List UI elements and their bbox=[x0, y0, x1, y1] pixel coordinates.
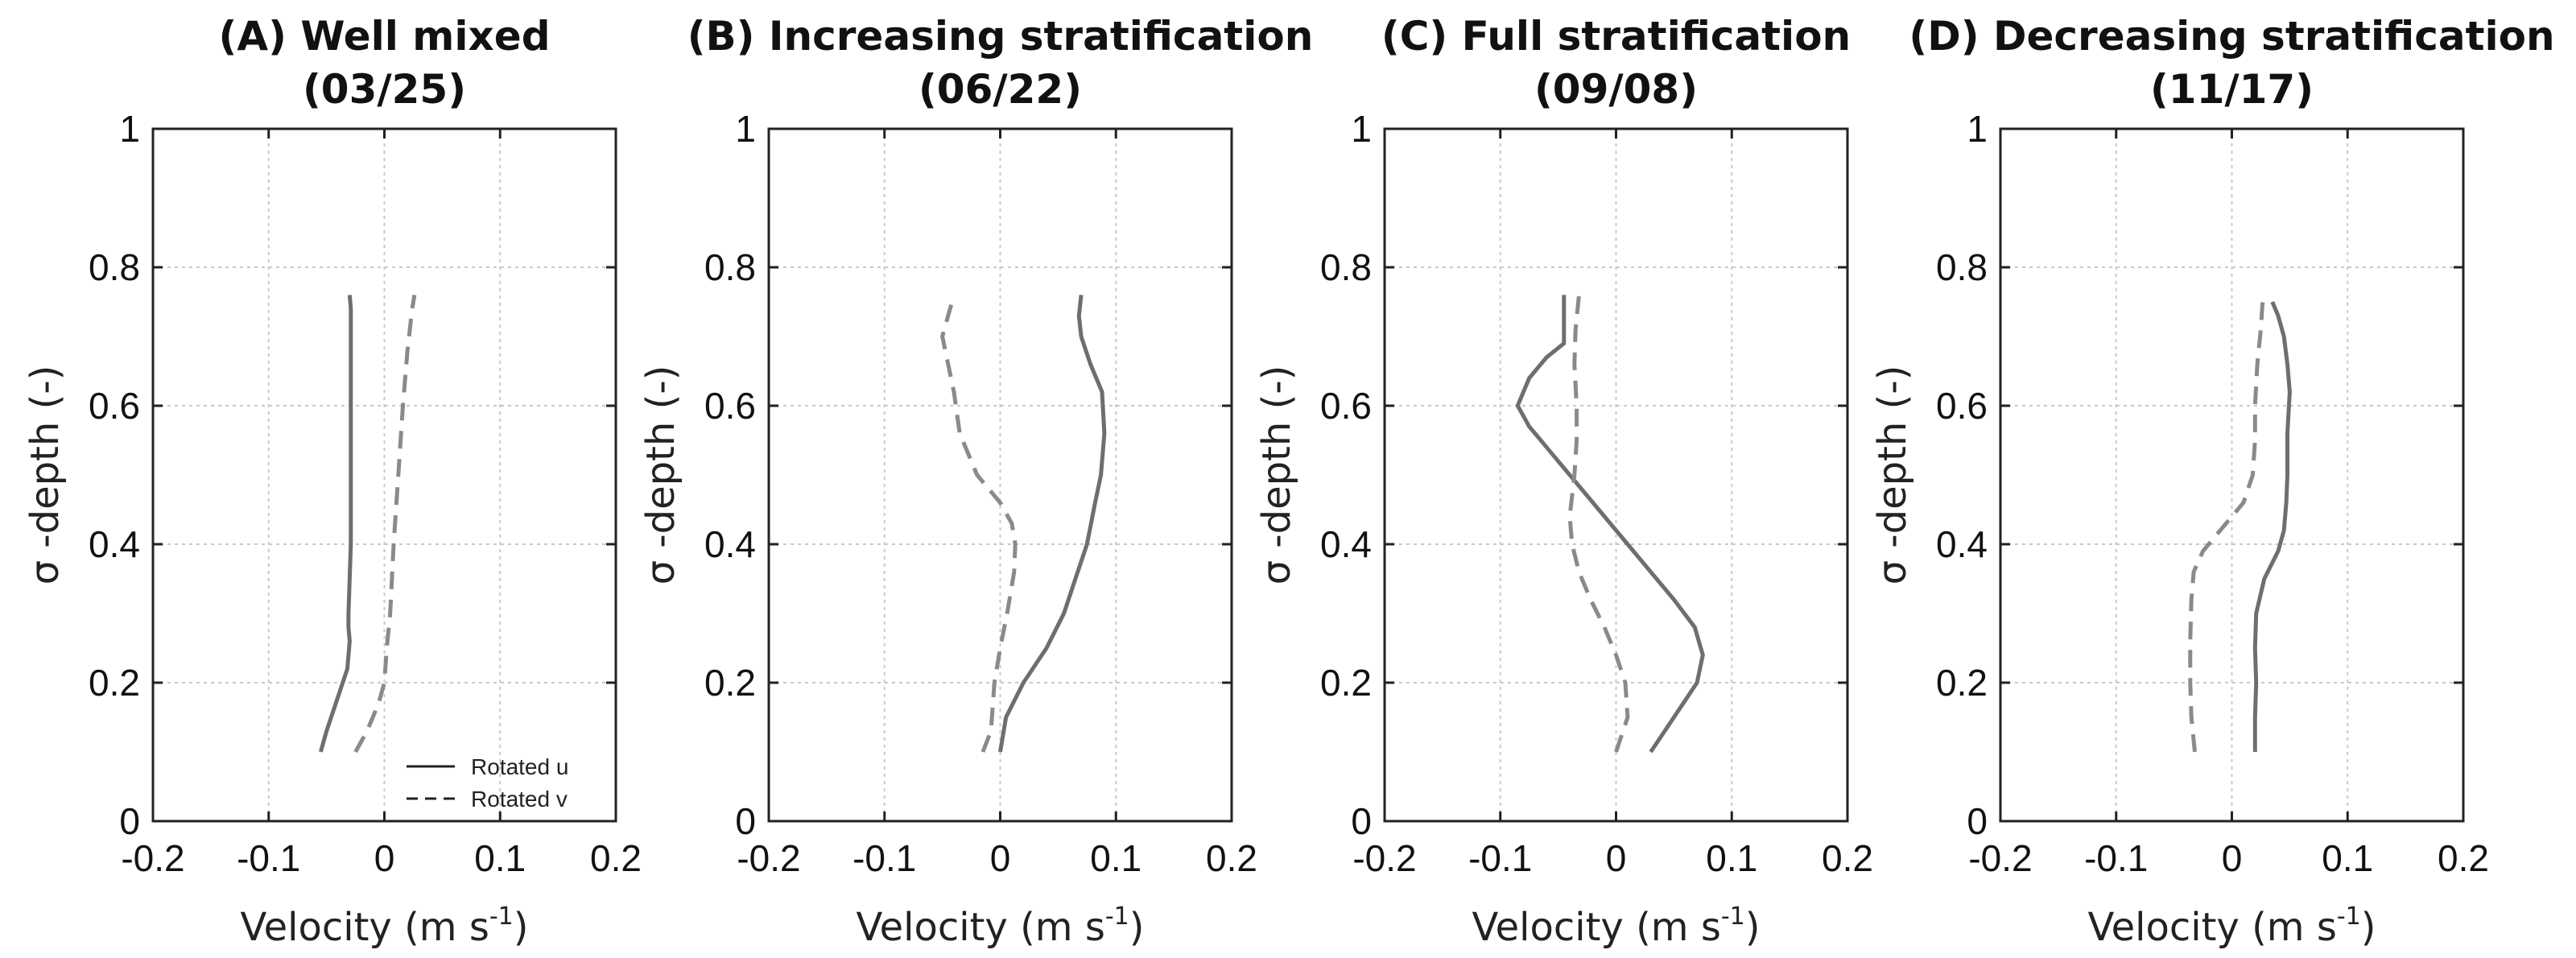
y-tick-label: 0 bbox=[1967, 800, 1988, 842]
series-line-rotated-v bbox=[353, 294, 417, 754]
y-tick-label: 0.6 bbox=[1936, 385, 1988, 427]
x-axis-label: Velocity (m s-1) bbox=[857, 902, 1145, 950]
x-tick-label: 0.2 bbox=[2438, 837, 2489, 879]
y-tick-label: 1 bbox=[1351, 108, 1372, 150]
series-line-rotated-u bbox=[318, 295, 353, 753]
y-tick-label: 0.2 bbox=[704, 662, 756, 704]
legend: Rotated u Rotated v bbox=[407, 754, 568, 811]
x-axis-label-end: ) bbox=[1745, 905, 1761, 950]
panel-1: -0.2 -0.1 0 0.1 0.2 0 0.2 0.4 0.6 0.8 1 (A) Well mi… bbox=[23, 13, 642, 950]
panel-subtitle: (11/17) bbox=[2150, 66, 2314, 113]
x-tick-label: -0.2 bbox=[121, 837, 184, 879]
y-tick-label: 0.4 bbox=[1936, 523, 1988, 565]
y-tick-label: 0.8 bbox=[1936, 246, 1988, 288]
x-axis-label-main: Velocity (m s bbox=[241, 905, 489, 950]
y-axis-label: σ -depth (-) bbox=[1870, 365, 1915, 585]
y-tick-label: 0.6 bbox=[704, 385, 756, 427]
panel-3: -0.2 -0.1 0 0.1 0.2 0 0.2 0.4 0.6 0.8 1 (C) Full st… bbox=[1254, 13, 1873, 950]
legend-entry: Rotated u bbox=[471, 754, 568, 779]
y-tick-label: 0.8 bbox=[89, 246, 140, 288]
x-axis-label: Velocity (m s-1) bbox=[2088, 902, 2376, 950]
y-axis-label: σ -depth (-) bbox=[1254, 365, 1299, 585]
x-axis-label-end: ) bbox=[1129, 905, 1145, 950]
x-tick-label: 0.1 bbox=[2322, 837, 2373, 879]
x-tick-label: -0.1 bbox=[2084, 837, 2148, 879]
x-tick-label: 0.1 bbox=[1706, 837, 1757, 879]
y-tick-label: 0.8 bbox=[1320, 246, 1372, 288]
y-tick-label: 1 bbox=[735, 108, 756, 150]
y-tick-label: 0.4 bbox=[1320, 523, 1372, 565]
series-line-rotated-u bbox=[998, 295, 1107, 753]
x-tick-label: -0.2 bbox=[1352, 837, 1416, 879]
x-tick-label: 0 bbox=[990, 837, 1011, 879]
x-axis-label-sup: -1 bbox=[2337, 902, 2361, 931]
x-axis-label-main: Velocity (m s bbox=[1472, 905, 1721, 950]
y-tick-label: 0.4 bbox=[89, 523, 140, 565]
panel-title: (B) Increasing stratification bbox=[687, 13, 1314, 60]
x-axis-label-main: Velocity (m s bbox=[2088, 905, 2337, 950]
panel-4: -0.2 -0.1 0 0.1 0.2 0 0.2 0.4 0.6 0.8 1 (D) Decreas… bbox=[1870, 13, 2555, 950]
panel-subtitle: (09/08) bbox=[1534, 66, 1698, 113]
y-tick-label: 0.4 bbox=[704, 523, 756, 565]
x-axis-label-sup: -1 bbox=[1105, 902, 1129, 931]
y-tick-label: 0.6 bbox=[1320, 385, 1372, 427]
y-tick-label: 0 bbox=[1351, 800, 1372, 842]
y-tick-label: 0 bbox=[119, 800, 140, 842]
x-axis-label-main: Velocity (m s bbox=[857, 905, 1105, 950]
x-tick-label: 0 bbox=[2222, 837, 2243, 879]
y-axis-label: σ -depth (-) bbox=[23, 365, 68, 585]
legend-entry: Rotated v bbox=[471, 787, 568, 811]
y-tick-label: 0.2 bbox=[89, 662, 140, 704]
x-axis-label: Velocity (m s-1) bbox=[241, 902, 529, 950]
y-axis-label: σ -depth (-) bbox=[638, 365, 683, 585]
x-tick-label: -0.2 bbox=[737, 837, 800, 879]
panel-title: (D) Decreasing stratification bbox=[1909, 13, 2554, 60]
x-tick-label: -0.1 bbox=[1468, 837, 1532, 879]
x-tick-label: -0.2 bbox=[1968, 837, 2032, 879]
panel-subtitle: (06/22) bbox=[919, 66, 1082, 113]
x-tick-label: -0.1 bbox=[852, 837, 916, 879]
series-line-rotated-v bbox=[2188, 295, 2265, 753]
y-tick-label: 0 bbox=[735, 800, 756, 842]
y-tick-label: 0.8 bbox=[704, 246, 756, 288]
series-line-rotated-u bbox=[2252, 301, 2292, 752]
y-tick-label: 1 bbox=[119, 108, 140, 150]
x-axis-label-sup: -1 bbox=[1721, 902, 1745, 931]
x-tick-label: 0.2 bbox=[1206, 837, 1257, 879]
panel-title: (C) Full stratification bbox=[1381, 13, 1851, 60]
panel-title: (A) Well mixed bbox=[219, 13, 551, 60]
series-line-rotated-v bbox=[940, 294, 1018, 753]
y-tick-label: 0.2 bbox=[1320, 662, 1372, 704]
x-axis-label-sup: -1 bbox=[489, 902, 514, 931]
y-tick-label: 1 bbox=[1967, 108, 1988, 150]
panel-subtitle: (03/25) bbox=[303, 66, 466, 113]
x-tick-label: -0.1 bbox=[237, 837, 300, 879]
x-tick-label: 0.1 bbox=[1090, 837, 1141, 879]
x-axis-label-end: ) bbox=[514, 905, 529, 950]
x-tick-label: 0 bbox=[1606, 837, 1627, 879]
x-tick-label: 0.2 bbox=[590, 837, 642, 879]
panel-2: -0.2 -0.1 0 0.1 0.2 0 0.2 0.4 0.6 0.8 1 (B) Increas… bbox=[638, 13, 1313, 950]
x-tick-label: 0 bbox=[374, 837, 395, 879]
x-axis-label: Velocity (m s-1) bbox=[1472, 902, 1761, 950]
y-tick-label: 0.2 bbox=[1936, 662, 1988, 704]
x-axis-label-end: ) bbox=[2361, 905, 2376, 950]
x-tick-label: 0.1 bbox=[474, 837, 526, 879]
y-tick-label: 0.6 bbox=[89, 385, 140, 427]
x-tick-label: 0.2 bbox=[1822, 837, 1873, 879]
series-line-rotated-u bbox=[1515, 295, 1705, 754]
